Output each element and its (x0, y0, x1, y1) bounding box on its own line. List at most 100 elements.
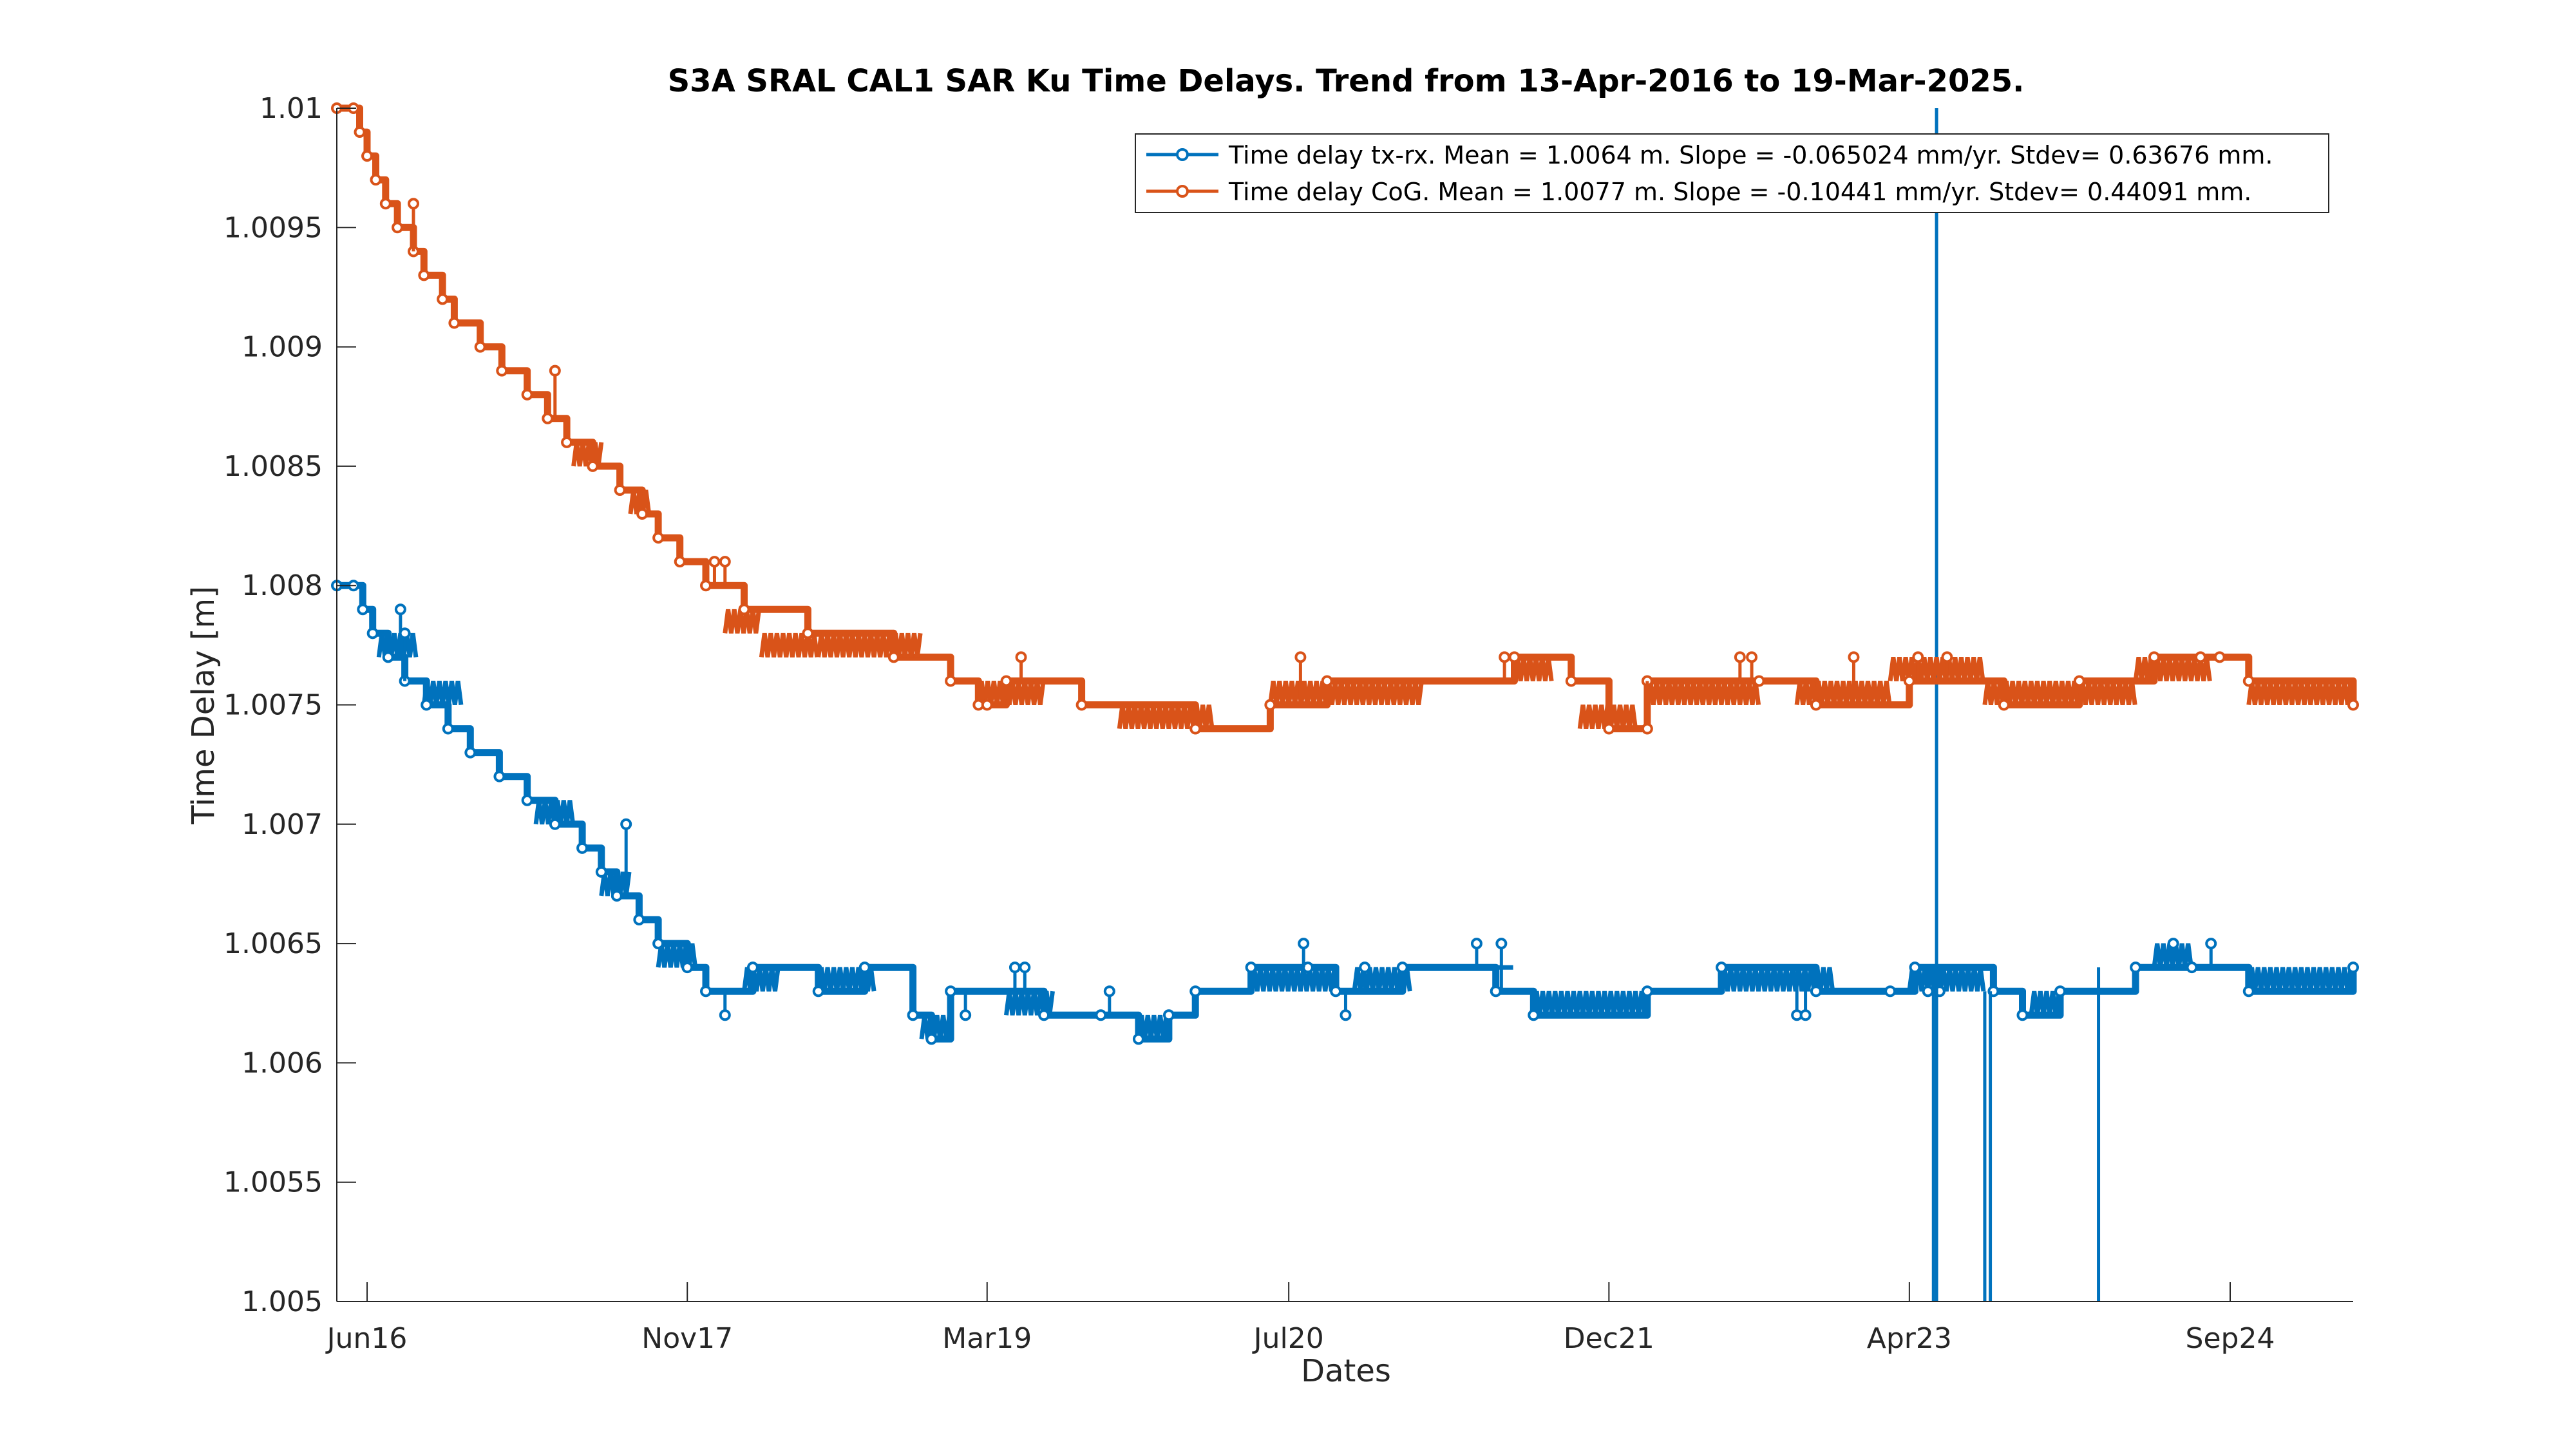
series-oscillation-cog (976, 680, 1046, 705)
series-oscillation-cog (1982, 680, 2080, 705)
series-layer (331, 102, 2359, 1302)
series-point-cog (354, 126, 366, 138)
series-point-cog (474, 341, 486, 353)
series-point-tx-rx (357, 603, 369, 616)
axes-layer: 1.005 1.0055 1.006 1.0065 1.007 1.0075 1.008 1.… (223, 92, 2353, 1355)
series-oscillation-cog (1267, 680, 1424, 705)
series-point-cog (1998, 699, 2010, 711)
series-point-tx-rx (1095, 1009, 1107, 1021)
series-point-tx-rx (2347, 961, 2359, 974)
series-point-cog (1321, 675, 1333, 687)
y-tick-label: 1.008 (242, 569, 323, 602)
series-point-cog (1189, 723, 1202, 735)
y-tick-label: 1.007 (242, 808, 323, 841)
series-point-tx-rx (925, 1033, 938, 1045)
x-tick-label: Apr23 (1867, 1322, 1952, 1355)
legend-box (1135, 133, 2329, 213)
y-tick-label: 1.0085 (223, 450, 323, 483)
x-axis-label: Dates (1301, 1353, 1391, 1389)
series-oscillation-cog (816, 632, 923, 658)
series-point-cog (614, 484, 626, 496)
spike-point-tx-rx (1009, 961, 1021, 974)
series-point-cog (1603, 723, 1615, 735)
spike-point-tx-rx (1922, 985, 1934, 998)
y-tick-label: 1.01 (260, 92, 323, 125)
series-point-tx-rx (611, 889, 623, 902)
spike-point-tx-rx (2205, 938, 2217, 950)
series-point-tx-rx (464, 746, 477, 759)
spike-point-cog (2194, 651, 2206, 663)
spike-point-tx-rx (1298, 938, 1310, 950)
series-point-cog (587, 460, 599, 472)
legend-marker-cog (1176, 185, 1189, 198)
y-tick-label: 1.0075 (223, 689, 323, 722)
spike-point-cog (1294, 651, 1307, 663)
legend-entry-cog: Time delay CoG. Mean = 1.0077 m. Slope =… (1146, 178, 2251, 206)
series-oscillation-cog (2133, 656, 2212, 681)
spike-point-tx-rx (399, 627, 411, 639)
plot-area: 1.005 1.0055 1.006 1.0065 1.007 1.0075 1.008 1.… (223, 92, 2359, 1355)
series-oscillation-tx-rx (1136, 1014, 1169, 1039)
series-point-tx-rx (1132, 1033, 1144, 1045)
series-point-tx-rx (945, 985, 957, 998)
spike-point-cog (1734, 651, 1746, 663)
series-point-tx-rx (2016, 1009, 2029, 1021)
series-point-tx-rx (549, 818, 561, 830)
series-point-tx-rx (858, 961, 871, 974)
spike-point-tx-rx (394, 603, 406, 616)
series-point-tx-rx (1909, 961, 1921, 974)
series-oscillation-cog (2077, 680, 2137, 705)
series-point-cog (542, 412, 554, 424)
series-point-cog (361, 150, 374, 162)
series-point-cog (1075, 699, 1088, 711)
x-tick-label: Dec21 (1564, 1322, 1654, 1355)
series-point-cog (437, 293, 449, 305)
series-point-tx-rx (1810, 985, 1822, 998)
y-axis-label: Time Delay [m] (185, 586, 222, 825)
series-point-cog (1753, 675, 1765, 687)
series-point-tx-rx (2054, 985, 2067, 998)
spike-point-tx-rx (1359, 961, 1371, 974)
spike-point-tx-rx (1495, 938, 1508, 950)
series-point-cog (561, 436, 573, 448)
series-point-tx-rx (812, 985, 824, 998)
spike-point-tx-rx (620, 818, 632, 830)
series-point-tx-rx (421, 699, 433, 711)
series-oscillation-tx-rx (2029, 990, 2061, 1016)
series-point-tx-rx (576, 842, 589, 854)
series-point-cog (1810, 699, 1822, 711)
series-oscillation-cog (2246, 680, 2353, 705)
series-oscillation-cog (571, 442, 604, 467)
spike-point-cog (981, 699, 993, 711)
series-point-tx-rx (1641, 985, 1653, 998)
series-point-cog (2148, 651, 2160, 663)
y-tick-label: 1.0055 (223, 1166, 323, 1199)
spike-point-cog (2213, 651, 2226, 663)
series-point-cog (370, 174, 382, 186)
spike-point-cog (1912, 651, 1924, 663)
series-point-cog (521, 388, 533, 401)
series-oscillation-tx-rx (2246, 967, 2353, 992)
spike-point-cog (1641, 723, 1653, 735)
spike-point-cog (1941, 651, 1953, 663)
spike-point-tx-rx (719, 1009, 731, 1021)
spike-point-cog (1015, 651, 1027, 663)
series-oscillation-tx-rx (1531, 990, 1647, 1016)
spike-point-tx-rx (1019, 961, 1031, 974)
series-oscillation-cog (1794, 680, 1892, 705)
series-point-cog (392, 222, 404, 234)
series-point-cog (1565, 675, 1577, 687)
series-point-cog (418, 269, 430, 281)
series-point-cog (1264, 699, 1276, 711)
series-oscillation-tx-rx (742, 967, 781, 992)
series-point-tx-rx (493, 770, 506, 782)
series-point-tx-rx (2186, 961, 2198, 974)
series-point-cog (1000, 675, 1012, 687)
series-point-cog (1508, 651, 1520, 663)
series-point-tx-rx (907, 1009, 919, 1021)
series-point-tx-rx (681, 961, 694, 974)
series-oscillation-cog (1888, 656, 1985, 681)
spike-point-tx-rx (1340, 1009, 1352, 1021)
chart-title: S3A SRAL CAL1 SAR Ku Time Delays. Trend … (668, 63, 2025, 99)
series-point-cog (887, 651, 900, 663)
